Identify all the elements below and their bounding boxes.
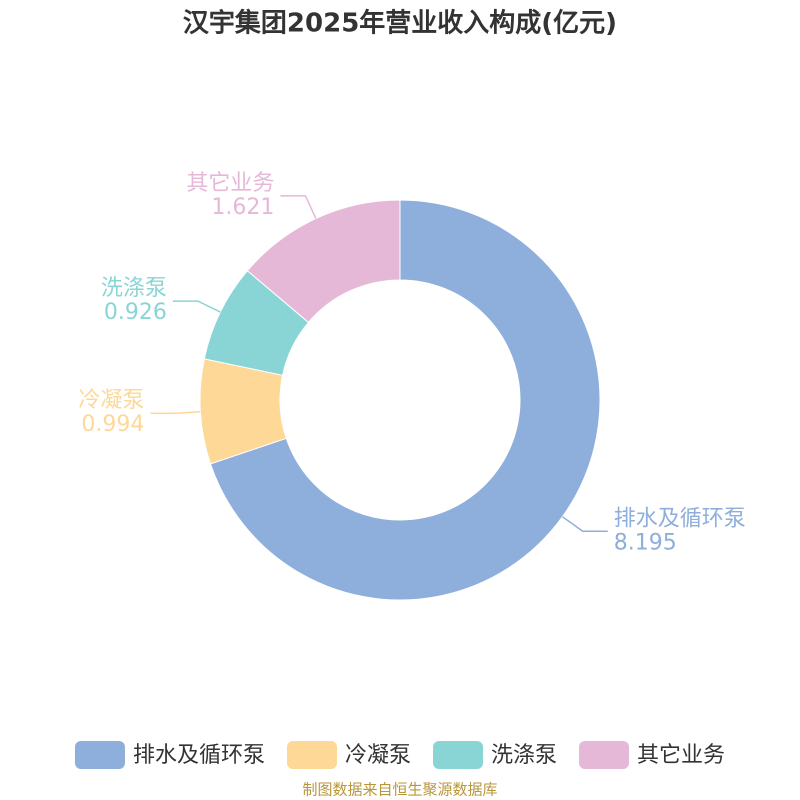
value-label: 0.926 <box>104 300 167 325</box>
leader-line <box>280 195 317 219</box>
value-label: 0.994 <box>81 412 144 437</box>
legend-label: 冷凝泵 <box>345 743 411 768</box>
legend-label: 洗涤泵 <box>491 743 557 768</box>
value-label: 8.195 <box>614 530 677 555</box>
slice-label: 洗涤泵 <box>101 276 167 301</box>
slice-label: 排水及循环泵 <box>614 506 746 531</box>
chart-title: 汉宇集团2025年营业收入构成(亿元) <box>183 8 617 39</box>
leader-line <box>172 300 221 313</box>
slice-label: 冷凝泵 <box>78 388 144 413</box>
legend-swatch <box>433 741 483 769</box>
source-note: 制图数据来自恒生聚源数据库 <box>302 781 497 799</box>
legend-label: 其它业务 <box>637 743 725 768</box>
legend-swatch <box>579 741 630 769</box>
leader-line <box>150 411 201 414</box>
slice-label: 其它业务 <box>186 171 274 196</box>
donut-slice <box>209 199 601 601</box>
leader-line <box>561 516 608 533</box>
donut-slice <box>246 199 401 324</box>
legend-swatch <box>74 741 125 769</box>
legend-label: 排水及循环泵 <box>133 743 265 768</box>
legend-swatch <box>286 741 337 769</box>
value-label: 1.621 <box>211 195 274 220</box>
